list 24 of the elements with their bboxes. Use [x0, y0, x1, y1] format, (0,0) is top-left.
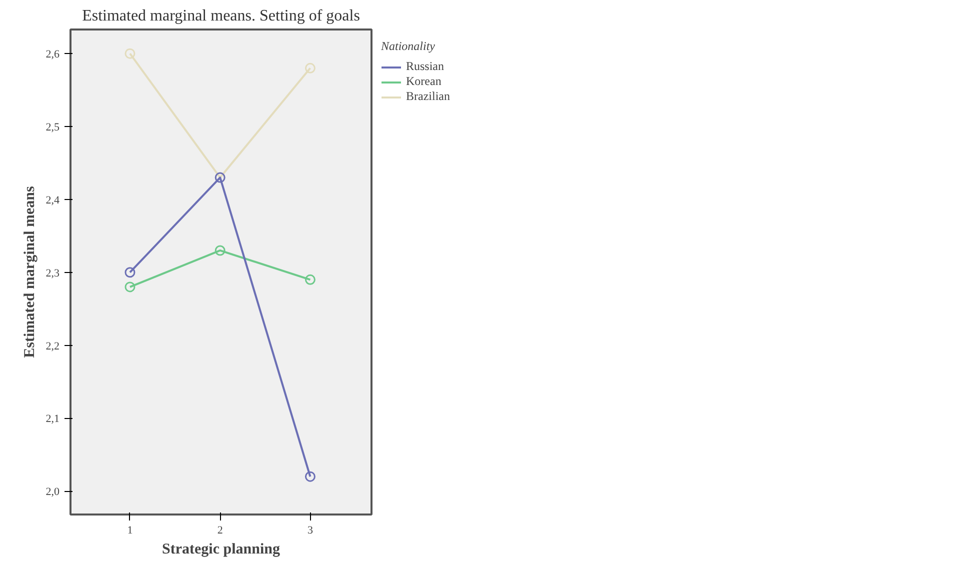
y-tick-label: 2,5 — [46, 122, 60, 134]
y-tick-label: 2,0 — [46, 486, 60, 498]
point — [304, 274, 316, 285]
chart-title: Estimated marginal means. Setting of goals — [82, 8, 360, 24]
point — [124, 267, 136, 278]
x-tick-label: 2 — [217, 524, 223, 536]
y-tick-label: 2,1 — [46, 413, 60, 426]
legend-label: Russian — [406, 59, 444, 74]
point — [214, 245, 226, 256]
y-axis-title: Estimated marginal means — [22, 186, 38, 358]
x-tick-label: 3 — [307, 524, 314, 536]
point — [304, 62, 316, 74]
point — [304, 471, 316, 482]
legend-label: Brazilian — [406, 89, 450, 104]
y-tick-label: 2,4 — [46, 194, 60, 206]
point — [124, 48, 136, 59]
x-tick-label: 1 — [127, 524, 133, 536]
legend-title: Nationality — [381, 39, 436, 54]
point — [124, 282, 136, 292]
legend-label: Korean — [406, 74, 442, 89]
x-axis-title: Strategic planning — [162, 542, 280, 558]
y-tick-label: 2,3 — [46, 267, 60, 280]
y-tick-label: 2,6 — [46, 48, 60, 61]
y-tick-label: 2,2 — [46, 340, 60, 352]
